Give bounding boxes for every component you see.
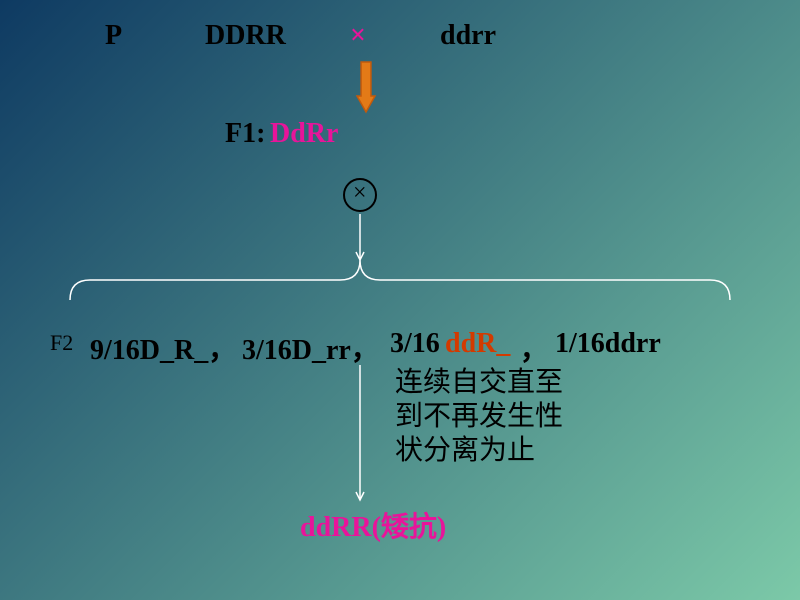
f2-part-5: 1/16ddrr: [555, 328, 661, 360]
f2-part-0: 9/16D_R_，: [90, 328, 236, 368]
arrow-p-to-f1: [357, 62, 375, 112]
f1-label: F1:: [225, 118, 265, 150]
f2-part-3: ddR_: [445, 328, 510, 360]
note-line-2: 状分离为止: [395, 428, 535, 468]
f1-genotype: DdRr: [270, 118, 338, 150]
p-label: P: [105, 20, 122, 52]
result: ddRR(矮抗): [300, 505, 446, 545]
f2-label: F2: [50, 330, 73, 356]
f2-brace: [70, 260, 730, 300]
f2-part-2: 3/16: [390, 328, 440, 360]
p-parent1: DDRR: [205, 20, 286, 52]
self-cross-x: ×: [353, 180, 367, 207]
f2-part-1: 3/16D_rr，: [242, 328, 379, 368]
p-parent2: ddrr: [440, 20, 496, 52]
p-cross: ×: [350, 20, 366, 52]
